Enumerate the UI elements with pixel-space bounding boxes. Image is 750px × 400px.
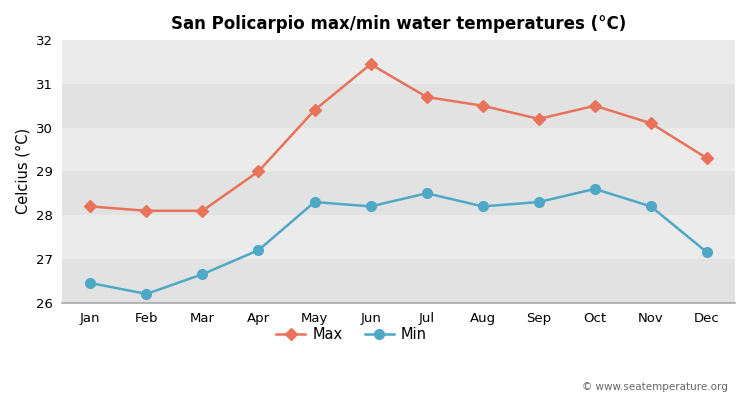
Bar (62, 128, 735, 172)
Max (366, 62, 375, 66)
Min (366, 204, 375, 209)
Max (703, 156, 712, 161)
Min (142, 292, 151, 296)
Line: Min: Min (86, 184, 712, 299)
Y-axis label: Celcius (°C): Celcius (°C) (15, 128, 30, 214)
Max (198, 208, 207, 213)
Min (198, 272, 207, 277)
Bar (62, 215, 735, 259)
Bar (62, 172, 735, 215)
Min (86, 280, 94, 285)
Max (646, 121, 656, 126)
Min (478, 204, 488, 209)
Min (534, 200, 543, 204)
Title: San Policarpio max/min water temperatures (°C): San Policarpio max/min water temperature… (171, 15, 626, 33)
Bar (62, 40, 735, 84)
Bar (62, 259, 735, 303)
Line: Max: Max (86, 60, 711, 215)
Max (254, 169, 263, 174)
Max (142, 208, 151, 213)
Min (646, 204, 656, 209)
Max (422, 95, 431, 100)
Max (86, 204, 94, 209)
Min (422, 191, 431, 196)
Max (478, 103, 488, 108)
Max (534, 116, 543, 121)
Bar (62, 84, 735, 128)
Max (590, 103, 599, 108)
Text: © www.seatemperature.org: © www.seatemperature.org (582, 382, 728, 392)
Legend: Max, Min: Max, Min (270, 321, 433, 348)
Max (310, 108, 319, 112)
Min (254, 248, 263, 252)
Min (590, 186, 599, 191)
Min (310, 200, 319, 204)
Min (703, 250, 712, 255)
